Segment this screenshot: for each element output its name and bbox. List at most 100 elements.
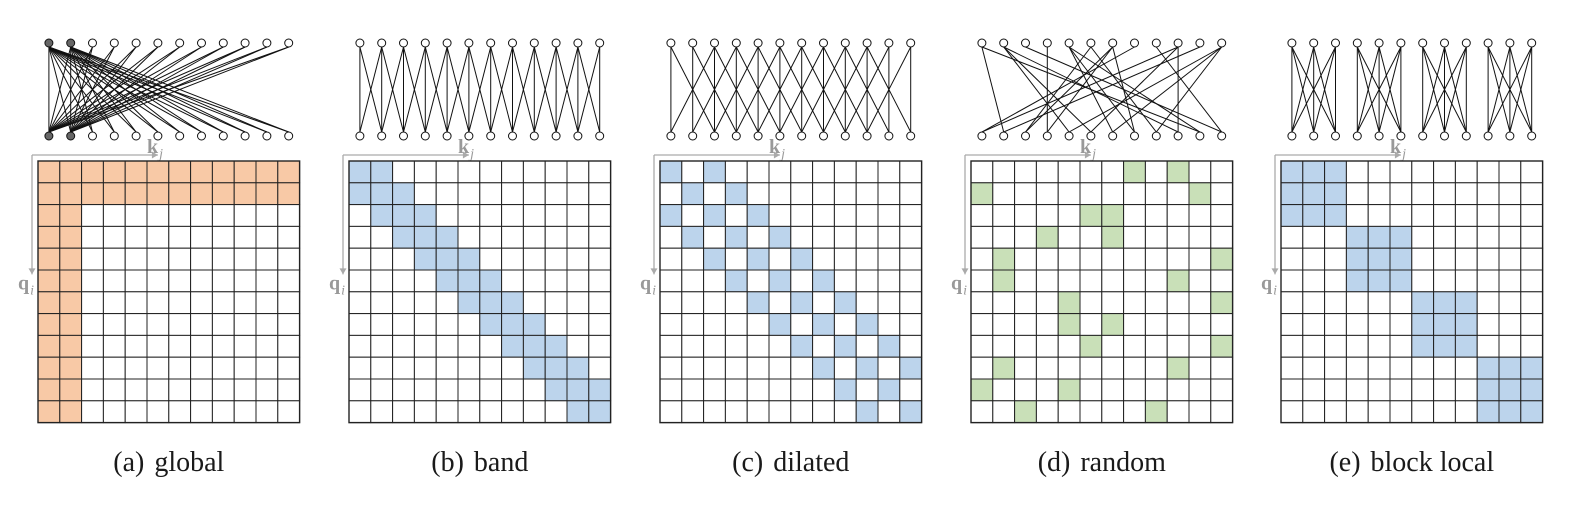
empty-cell <box>1144 313 1168 336</box>
empty-cell <box>1210 160 1234 184</box>
attended-cell <box>1520 378 1544 402</box>
empty-cell <box>1014 160 1037 184</box>
empty-cell <box>501 247 524 271</box>
key-node <box>262 38 272 48</box>
query-node <box>906 131 916 141</box>
empty-cell <box>1101 356 1125 380</box>
empty-cell <box>233 378 257 402</box>
empty-cell <box>724 247 748 271</box>
attended-cell <box>768 269 792 293</box>
empty-cell <box>277 269 301 293</box>
attended-cell <box>370 182 394 206</box>
empty-cell <box>768 378 792 402</box>
key-node <box>1309 38 1319 48</box>
attended-cell <box>255 160 279 184</box>
key-node <box>1483 38 1493 48</box>
attended-cell <box>1345 269 1369 293</box>
empty-cell <box>833 313 857 336</box>
empty-cell <box>392 334 415 358</box>
attended-cell <box>255 182 279 206</box>
edge <box>670 46 715 133</box>
empty-cell <box>1123 182 1146 206</box>
empty-cell <box>1101 378 1125 402</box>
empty-cell <box>211 356 235 380</box>
edge <box>48 46 224 133</box>
key-axis-label: kj <box>769 136 785 162</box>
empty-cell <box>1123 313 1146 336</box>
empty-cell <box>1520 160 1544 184</box>
attended-cell <box>124 182 148 206</box>
empty-cell <box>1280 334 1304 358</box>
key-node <box>1374 38 1384 48</box>
empty-cell <box>544 160 568 184</box>
attended-cell <box>1433 334 1456 358</box>
attended-cell <box>681 182 705 206</box>
empty-cell <box>812 400 835 424</box>
empty-cell <box>392 160 415 184</box>
panel-random: kj qi (d) random <box>951 38 1234 478</box>
empty-cell <box>501 160 524 184</box>
empty-cell <box>1345 182 1369 206</box>
empty-cell <box>1123 269 1146 293</box>
empty-cell <box>124 356 148 380</box>
key-node <box>1505 38 1515 48</box>
empty-cell <box>1433 269 1456 293</box>
empty-cell <box>992 225 1016 249</box>
attended-cell <box>1057 313 1081 336</box>
empty-cell <box>1302 269 1326 293</box>
matrix-border <box>659 160 923 424</box>
empty-cell <box>1389 204 1413 227</box>
empty-cell <box>457 204 481 227</box>
empty-cell <box>1411 182 1435 206</box>
query-node <box>197 131 206 141</box>
empty-cell <box>877 269 901 293</box>
attended-cell <box>1389 225 1413 249</box>
empty-cell <box>168 269 192 293</box>
attended-cell <box>1302 160 1326 184</box>
empty-cell <box>1144 378 1168 402</box>
empty-cell <box>1498 225 1522 249</box>
empty-cell <box>190 269 213 293</box>
empty-cell <box>102 378 126 402</box>
empty-cell <box>1079 160 1103 184</box>
attended-cell <box>37 225 61 249</box>
empty-cell <box>1324 378 1347 402</box>
empty-cell <box>1210 204 1234 227</box>
empty-cell <box>1144 182 1168 206</box>
empty-cell <box>588 182 612 206</box>
empty-cell <box>522 204 546 227</box>
empty-cell <box>1498 269 1522 293</box>
empty-cell <box>1454 160 1478 184</box>
key-axis-arrowhead <box>462 151 469 159</box>
attended-cell <box>1079 204 1103 227</box>
empty-cell <box>790 204 814 227</box>
empty-cell <box>1367 160 1391 184</box>
empty-cell <box>899 204 923 227</box>
empty-cell <box>1302 378 1326 402</box>
edge <box>48 46 180 133</box>
attended-cell <box>392 182 415 206</box>
empty-cell <box>168 313 192 336</box>
empty-cell <box>1520 225 1544 249</box>
empty-cell <box>233 291 257 315</box>
key-node <box>731 38 741 48</box>
connection-graph <box>1287 38 1537 141</box>
empty-cell <box>348 400 372 424</box>
caption-name: dilated <box>773 447 849 478</box>
empty-cell <box>1433 182 1456 206</box>
edge <box>1291 46 1315 133</box>
attended-cell <box>392 204 415 227</box>
query-node <box>1440 131 1449 141</box>
key-node <box>573 38 583 48</box>
attended-cell <box>435 225 459 249</box>
empty-cell <box>1454 225 1478 249</box>
attention-matrix <box>1280 160 1544 424</box>
attended-cell <box>522 334 546 358</box>
empty-cell <box>457 160 481 184</box>
empty-cell <box>1433 247 1456 271</box>
attended-cell <box>348 182 372 206</box>
key-node <box>284 38 294 48</box>
empty-cell <box>681 313 705 336</box>
empty-cell <box>413 334 437 358</box>
empty-cell <box>233 247 257 271</box>
